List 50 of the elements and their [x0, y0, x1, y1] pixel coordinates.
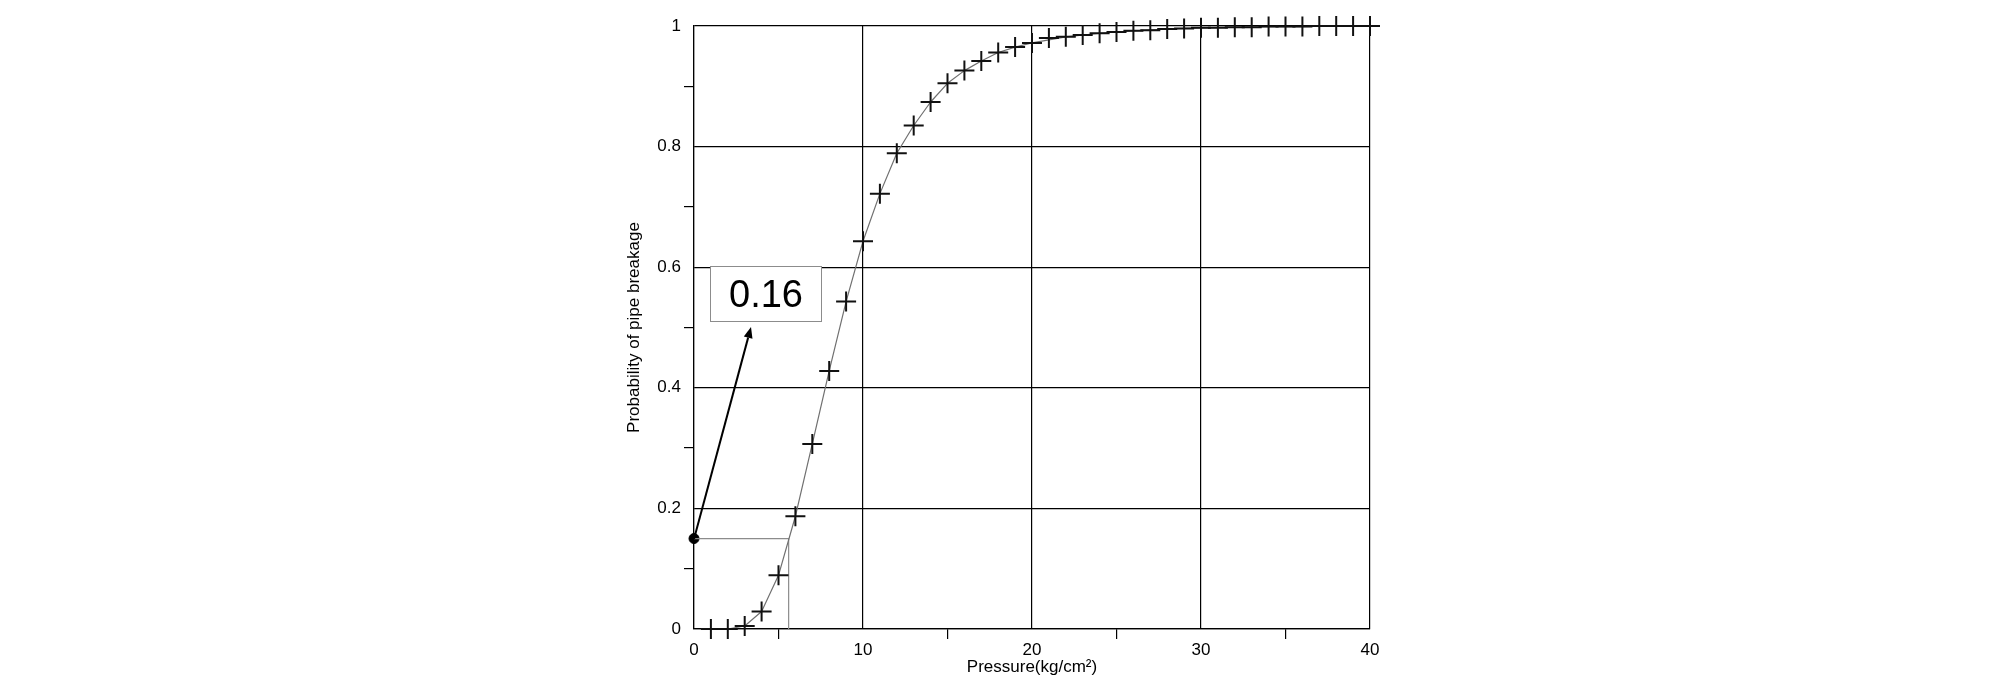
point: [954, 60, 975, 81]
y-tick-label: 1: [671, 15, 681, 35]
y-tick-label: 0.6: [657, 256, 681, 276]
point: [971, 50, 992, 71]
point: [1089, 23, 1110, 44]
point: [988, 42, 1009, 63]
annotation: 0.16: [729, 272, 803, 315]
point: [734, 615, 755, 636]
point: [1224, 17, 1245, 38]
y-tick-label: 0.4: [657, 377, 681, 397]
point: [1157, 19, 1178, 40]
point: [903, 115, 924, 136]
point: [802, 433, 823, 454]
point: [1191, 17, 1211, 38]
point: [1038, 28, 1059, 49]
point: [1292, 16, 1313, 37]
point: [768, 565, 789, 586]
point: [751, 601, 772, 622]
point: [1005, 37, 1026, 58]
y-tick-label: 0.2: [657, 498, 681, 518]
point: [819, 360, 840, 381]
point: [920, 91, 941, 112]
point: [1072, 25, 1093, 46]
point: [1360, 16, 1380, 36]
point: [869, 183, 890, 204]
x-tick-label: 40: [1360, 639, 1380, 659]
point: [1207, 17, 1228, 38]
point: [886, 143, 907, 164]
point: [1123, 20, 1144, 41]
x-tick-label: 30: [1191, 639, 1211, 659]
point: [1106, 22, 1127, 43]
point: [700, 619, 721, 639]
point: [1241, 17, 1262, 38]
point: [937, 73, 958, 94]
x-tick-label: 10: [853, 639, 873, 659]
point: [785, 506, 806, 527]
point: [853, 231, 873, 252]
callout-box: 0.16: [710, 265, 822, 322]
point: [1140, 20, 1161, 41]
point: [1055, 26, 1076, 47]
point: [717, 619, 738, 639]
point: [1022, 32, 1042, 53]
y-tick-label: 0.8: [657, 136, 681, 156]
x-tick-label: 20: [1022, 639, 1042, 659]
point: [836, 291, 857, 312]
y-axis-title: Probability of pipe breakage: [623, 222, 643, 433]
x-tick-label: 0: [689, 639, 699, 659]
y-tick-label: 0: [671, 618, 681, 638]
point: [1258, 16, 1279, 37]
x-axis-title: Pressure(kg/cm²): [966, 657, 1098, 677]
